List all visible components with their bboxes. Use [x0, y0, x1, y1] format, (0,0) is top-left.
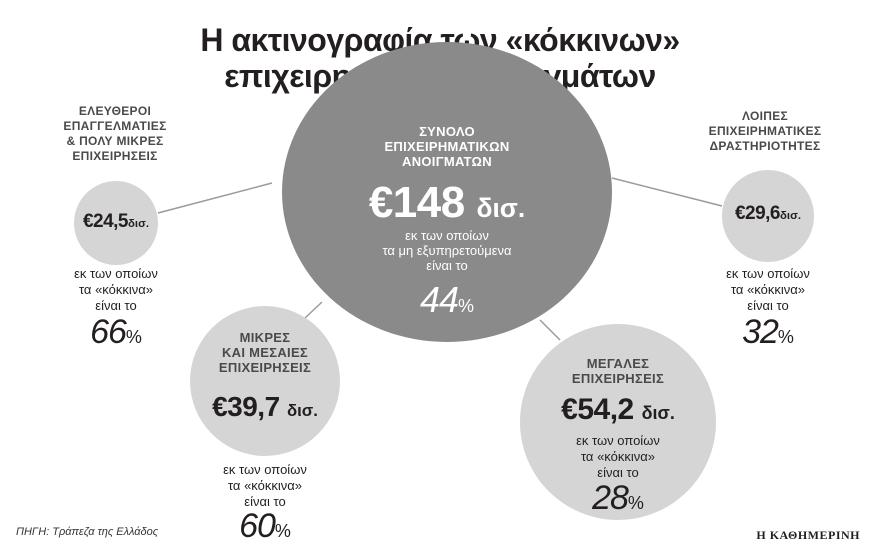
total-label: ΣΥΝΟΛΟ ΕΠΙΧΕΙΡΗΜΑΤΙΚΩΝ ΑΝΟΙΓΜΑΤΩΝ: [384, 124, 510, 169]
large-percent: 28%: [592, 479, 644, 517]
large-label: ΜΕΓΑΛΕΣ ΕΠΙΧΕΙΡΗΣΕΙΣ: [571, 356, 665, 386]
freelancers-label: ΕΛΕΥΘΕΡΟΙ ΕΠΑΓΓΕΛΜΑΤΙΕΣ & ΠΟΛΥ ΜΙΚΡΕΣ ΕΠ…: [63, 104, 167, 163]
total-percent-sign: %: [458, 296, 475, 316]
sme-percent: 60%: [239, 507, 291, 545]
total-note: εκ των οποίων τα μη εξυπηρετούμενα είναι…: [382, 228, 512, 273]
connector-other: [611, 177, 723, 207]
other-amount: €29,6δισ.: [734, 203, 802, 224]
total-percent: 44%: [320, 282, 574, 324]
connector-freelancers: [157, 182, 273, 214]
connector-large: [539, 319, 561, 341]
freelancers-amount: €24,5δισ.: [82, 211, 150, 232]
sme-amount: €39,7 δισ.: [212, 391, 318, 422]
connector-sme: [304, 301, 323, 319]
total-amount: €148 δισ.: [320, 180, 574, 231]
large-amount: €54,2 δισ.: [561, 393, 675, 426]
other-percent: 32%: [742, 313, 794, 351]
total-percent-value: 44: [419, 279, 459, 320]
total-circle: [282, 42, 612, 342]
source-note: ΠΗΓΗ: Τράπεζα της Ελλάδος: [16, 526, 159, 538]
sme-circle: [190, 306, 340, 456]
publisher-logo: Η ΚΑΘΗΜΕΡΙΝΗ: [756, 528, 860, 542]
freelancers-percent: 66%: [90, 313, 142, 351]
total-amount-unit: δισ.: [476, 193, 526, 223]
other-label: ΛΟΙΠΕΣ ΕΠΙΧΕΙΡΗΜΑΤΙΚΕΣ ΔΡΑΣΤΗΡΙΟΤΗΤΕΣ: [708, 109, 822, 153]
other-circle: [722, 170, 814, 262]
sme-note: εκ των οποίων τα «κόκκινα» είναι το: [223, 462, 307, 509]
freelancers-note: εκ των οποίων τα «κόκκινα» είναι το: [74, 266, 158, 313]
other-note: εκ των οποίων τα «κόκκινα» είναι το: [726, 266, 810, 313]
freelancers-circle: [74, 181, 158, 265]
large-note: εκ των οποίων τα «κόκκινα» είναι το: [576, 433, 660, 480]
total-amount-value: €148: [368, 178, 465, 227]
sme-label: ΜΙΚΡΕΣ ΚΑΙ ΜΕΣΑΙΕΣ ΕΠΙΧΕΙΡΗΣΕΙΣ: [218, 330, 312, 375]
large-circle: [520, 324, 716, 520]
